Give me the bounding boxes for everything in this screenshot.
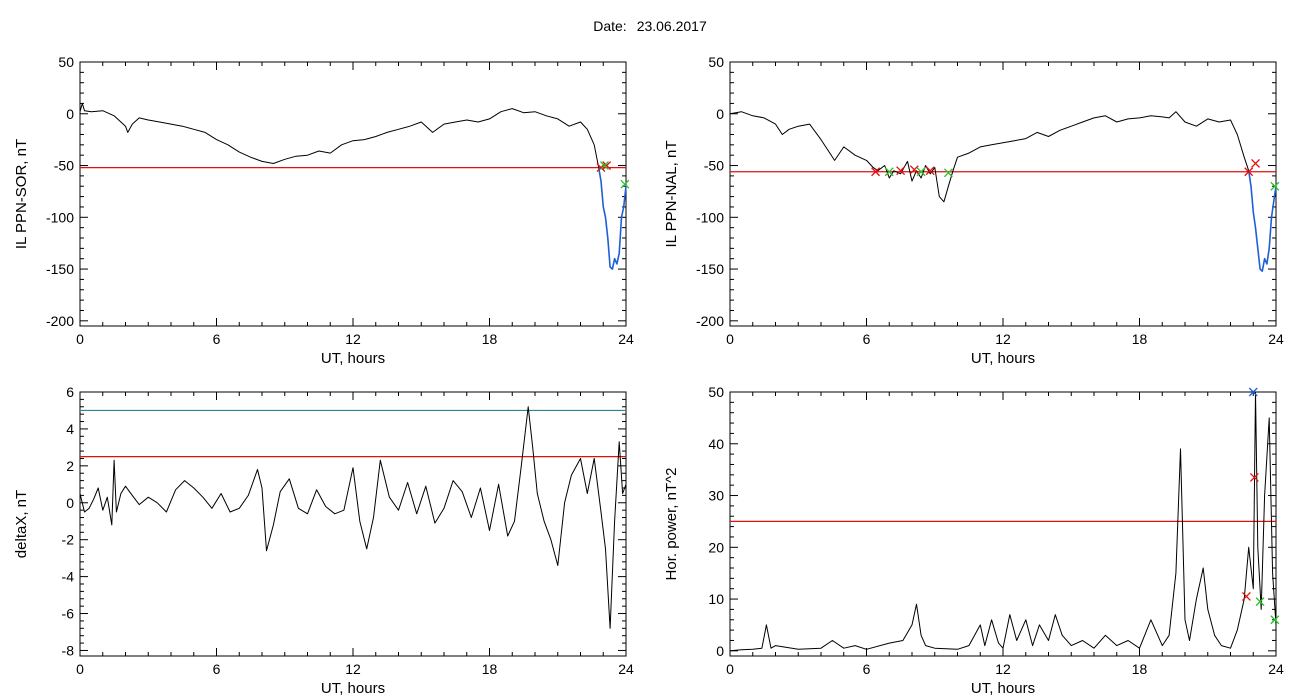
date-label: Date:	[593, 18, 627, 34]
plot-frame	[79, 61, 627, 327]
y-tick-label: 0	[66, 495, 74, 511]
x-tick-label: 0	[76, 331, 84, 347]
plot-frame	[729, 391, 1277, 657]
y-tick-label: 0	[66, 106, 74, 122]
marker-blue	[1248, 387, 1258, 397]
y-tick-label: 50	[708, 54, 724, 70]
y-tick-label: 2	[66, 458, 74, 474]
x-tick-label: 24	[618, 661, 634, 677]
marker-green	[943, 168, 953, 178]
x-tick-label: 6	[213, 661, 221, 677]
series-line-black	[729, 391, 1277, 652]
y-tick-label: -150	[696, 261, 724, 277]
marker-red	[1249, 472, 1259, 482]
marker-green	[620, 179, 630, 189]
marker-red	[1251, 158, 1260, 168]
x-tick-label: 12	[995, 331, 1011, 347]
y-tick-label: 30	[708, 488, 724, 504]
x-tick-label: 12	[345, 331, 361, 347]
marker-red	[909, 165, 919, 175]
marker-green	[599, 161, 609, 170]
y-axis-title: IL PPN-SOR, nT	[13, 139, 30, 249]
x-tick-label: 18	[482, 661, 498, 677]
series-line-blue	[597, 167, 627, 270]
marker-red	[602, 161, 612, 170]
date-value: 23.06.2017	[636, 18, 707, 34]
x-tick-label: 18	[1132, 661, 1148, 677]
y-tick-label: -6	[62, 606, 75, 622]
y-tick-label: -50	[704, 158, 724, 174]
y-tick-label: 0	[716, 643, 724, 659]
x-axis-title: UT, hours	[971, 680, 1035, 697]
y-axis-title: Hor. power, nT^2	[663, 468, 680, 581]
y-tick-label: 50	[708, 384, 724, 400]
y-tick-label: 20	[708, 539, 724, 555]
x-tick-label: 18	[1132, 331, 1148, 347]
y-tick-label: -150	[46, 261, 74, 277]
y-axis-title: IL PPN-NAL, nT	[663, 141, 680, 248]
marker-red	[1244, 167, 1254, 177]
series-line-black	[729, 111, 1250, 203]
chart-panel-deltax: 0 6 12 18 24 6 4 2 0 -2 -4 -6 -8 UT, hours deltaX, nT	[13, 384, 634, 697]
y-tick-label: -200	[696, 313, 724, 329]
chart-panel-hpower: 0 6 12 18 24 50 40 30 20 10 0 UT, hours Hor. power, …	[663, 384, 1284, 697]
y-tick-label: -8	[62, 642, 75, 658]
x-axis-title: UT, hours	[971, 350, 1035, 367]
y-tick-label: -200	[46, 313, 74, 329]
x-axis-title: UT, hours	[321, 350, 385, 367]
marker-red	[896, 166, 906, 176]
y-tick-label: 10	[708, 591, 724, 607]
y-tick-label: -4	[62, 569, 75, 585]
x-tick-label: 12	[345, 661, 361, 677]
marker-green	[884, 167, 894, 177]
marker-green	[1270, 181, 1280, 191]
chart-panel-nal: 0 6 12 18 24 50 0 -50 -100 -150 -200 UT, hours IL PP…	[663, 54, 1284, 367]
marker-red	[925, 166, 935, 176]
y-tick-label: 6	[66, 384, 74, 400]
x-axis-title: UT, hours	[321, 680, 385, 697]
chart-panel-sor: 0 6 12 18 24 50 0 -50 -100 -150 -200 UT, hours IL PP…	[13, 54, 634, 367]
y-tick-label: 0	[716, 106, 724, 122]
series-line-black	[79, 102, 600, 168]
marker-green	[916, 167, 926, 177]
x-tick-label: 6	[863, 661, 871, 677]
x-tick-label: 6	[863, 331, 871, 347]
y-tick-label: -100	[46, 209, 74, 225]
date-header: Date: 23.06.2017	[0, 18, 1300, 34]
y-tick-label: -100	[696, 209, 724, 225]
x-tick-label: 24	[1268, 661, 1284, 677]
x-tick-label: 0	[76, 661, 84, 677]
marker-red	[1241, 592, 1251, 601]
y-tick-label: 50	[58, 54, 74, 70]
plot-frame	[79, 391, 627, 657]
plot-frame	[729, 61, 1277, 327]
marker-green	[1255, 597, 1265, 607]
marker-red	[871, 167, 881, 177]
x-tick-label: 0	[726, 661, 734, 677]
series-line-blue	[1247, 170, 1277, 272]
x-tick-label: 12	[995, 661, 1011, 677]
series-line-black	[79, 406, 627, 629]
y-tick-label: 40	[708, 436, 724, 452]
y-tick-label: 4	[66, 421, 74, 437]
x-tick-label: 0	[726, 331, 734, 347]
y-tick-label: -50	[54, 158, 74, 174]
y-axis-title: deltaX, nT	[13, 490, 30, 558]
y-tick-label: -2	[62, 532, 75, 548]
x-tick-label: 24	[618, 331, 634, 347]
x-tick-label: 24	[1268, 331, 1284, 347]
x-tick-label: 6	[213, 331, 221, 347]
marker-green	[1270, 615, 1280, 625]
x-tick-label: 18	[482, 331, 498, 347]
